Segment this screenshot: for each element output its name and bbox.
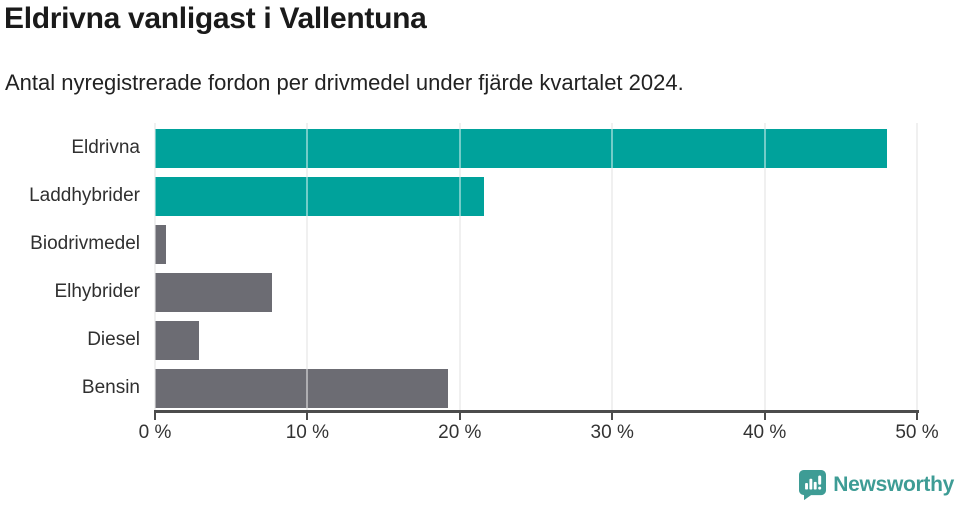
bar-track [155,272,917,312]
x-tick-30 [611,413,614,420]
bar-elhybrider [155,272,273,312]
x-axis: 0 % 10 % 20 % 30 % 40 % 50 % [139,410,939,454]
bar-laddhybrider [155,177,485,217]
bar-chart: Eldrivna Laddhybrider Biodrivmedel Elhybrid… [0,123,939,454]
x-tick-label: 50 % [895,422,939,443]
bar-track [155,368,917,408]
x-tick-label: 10 % [285,422,330,443]
bar-track [155,225,917,265]
chart-row-bensin: Bensin [0,364,917,412]
bar-track [155,320,917,360]
page-title: Eldrivna vanligast i Vallentuna [4,2,427,35]
chart-row-diesel: Diesel [0,316,917,364]
x-tick-50 [916,413,918,420]
x-tick-20 [458,413,461,420]
x-tick-label: 40 % [742,422,787,443]
bar-track [155,129,917,169]
category-label: Biodrivmedel [30,233,140,255]
chart-row-laddhybrider: Laddhybrider [0,173,917,221]
category-label: Bensin [81,376,140,398]
category-label: Elhybrider [54,280,140,302]
newsworthy-logo[interactable]: Newsworthy [799,470,954,500]
bar-bensin [155,368,448,408]
chart-row-biodrivmedel: Biodrivmedel [0,221,917,269]
bar-chart-speech-bubble-icon [799,470,827,500]
page-subtitle: Antal nyregistrerade fordon per drivmede… [5,70,684,95]
chart-rows: Eldrivna Laddhybrider Biodrivmedel Elhybrid… [0,125,917,412]
x-tick-label: 0 % [138,422,172,443]
category-label: Diesel [87,328,140,350]
category-label: Eldrivna [71,137,140,159]
bar-eldrivna [155,129,887,169]
x-tick-label: 20 % [438,422,482,443]
bar-biodrivmedel [155,225,166,265]
x-tick-0 [154,413,156,420]
x-axis-line [154,410,919,413]
category-label: Laddhybrider [29,185,140,207]
bar-diesel [155,320,200,360]
x-tick-label: 30 % [590,422,634,443]
chart-row-elhybrider: Elhybrider [0,268,917,316]
chart-row-eldrivna: Eldrivna [0,125,917,173]
bar-track [155,177,917,217]
x-tick-10 [306,413,309,420]
x-tick-40 [763,413,766,420]
newsworthy-wordmark: Newsworthy [833,473,954,496]
